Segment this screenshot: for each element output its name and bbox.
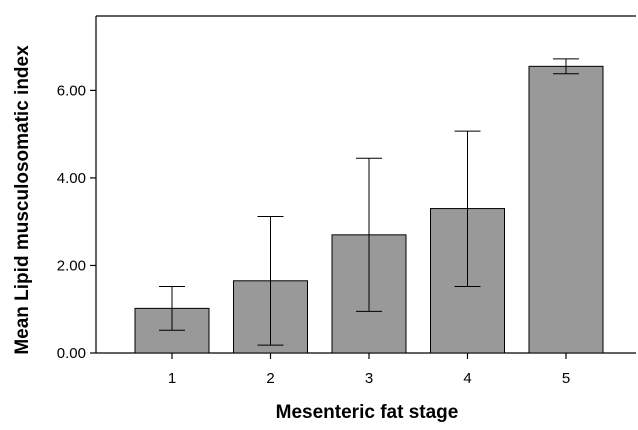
y-tick-label: 0.00 — [57, 345, 86, 362]
error-bar-stage-4 — [454, 130, 481, 287]
x-axis-title: Mesenteric fat stage — [276, 402, 459, 423]
x-tick-label: 3 — [365, 370, 373, 387]
error-bar-stage-3 — [356, 157, 382, 312]
x-tick-label: 1 — [168, 370, 176, 387]
y-axis: 0.00 2.00 4.00 6.00 — [57, 82, 96, 362]
y-tick-label: 2.00 — [57, 257, 86, 274]
x-tick-label: 2 — [266, 370, 274, 387]
y-axis-title: Mean Lipid musculosomatic index — [12, 45, 33, 355]
bar-stage-5 — [528, 65, 604, 354]
y-tick-label: 6.00 — [57, 82, 86, 99]
x-tick-label: 4 — [463, 370, 471, 387]
y-tick-label: 4.00 — [57, 170, 86, 187]
error-bars-group — [159, 58, 579, 346]
error-bar-stage-1 — [159, 285, 185, 331]
error-bar-stage-2 — [257, 215, 284, 346]
x-axis: 1 2 3 4 5 — [168, 353, 570, 387]
x-tick-label: 5 — [562, 370, 570, 387]
error-bar-stage-5 — [553, 58, 579, 75]
